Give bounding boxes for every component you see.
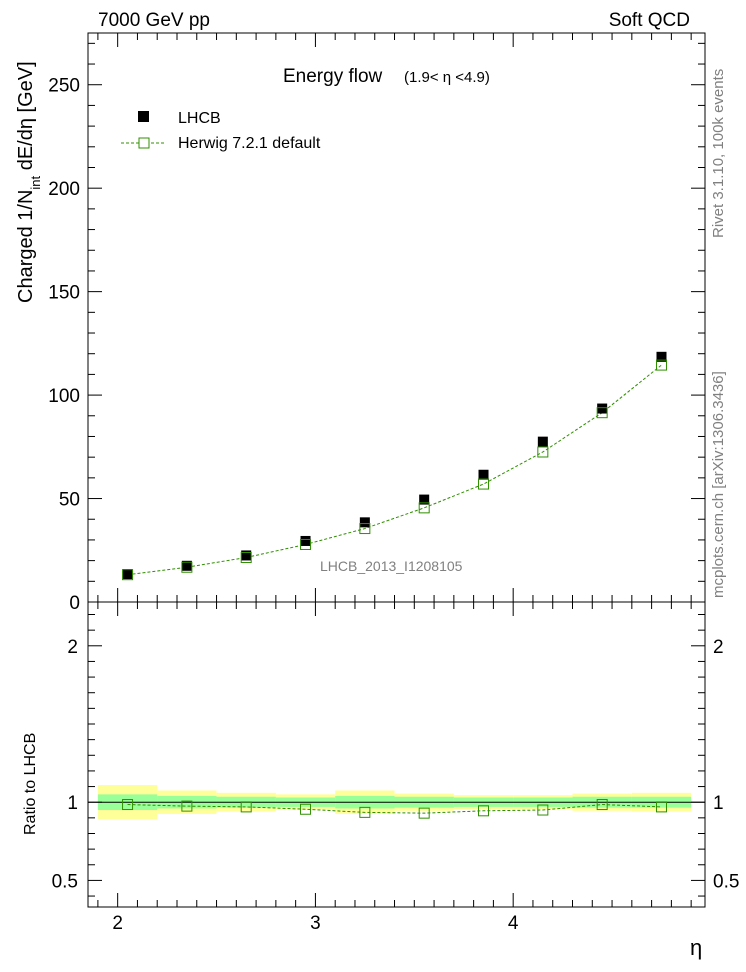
herwig-point bbox=[359, 523, 371, 535]
lhcb-data-point bbox=[122, 569, 133, 580]
y-axis-label-main: Charged 1/N bbox=[15, 190, 37, 303]
ratio-herwig-line bbox=[127, 804, 662, 814]
svg-text:Charged 1/Nint dE/dη [GeV]: Charged 1/Nint dE/dη [GeV] bbox=[15, 61, 43, 303]
ratio-herwig-point bbox=[537, 804, 549, 816]
mcplots-reference-label: mcplots.cern.ch [arXiv:1306.3436] bbox=[710, 371, 727, 598]
x-axis-label: η bbox=[690, 935, 702, 960]
ratio-panel: 0.5 0.5 1 1 2 2 2 3 4 Ratio to LHCB η bbox=[22, 601, 739, 960]
herwig-point bbox=[655, 359, 667, 371]
legend-label-herwig: Herwig 7.2.1 default bbox=[178, 135, 321, 152]
ratio-herwig-point bbox=[596, 799, 608, 811]
ratio-herwig-point bbox=[418, 807, 430, 819]
herwig-point bbox=[596, 407, 608, 419]
legend-label-lhcb: LHCB bbox=[178, 110, 221, 127]
lhcb-data-point bbox=[597, 403, 608, 414]
ratio-y-tick-label: 2 bbox=[67, 637, 78, 658]
ratio-plot-frame bbox=[87, 601, 706, 908]
y-tick-label: 50 bbox=[59, 490, 80, 511]
analysis-label: LHCB_2013_I1208105 bbox=[320, 558, 463, 574]
plot-subtitle: (1.9< η <4.9) bbox=[404, 69, 490, 86]
y-tick-label: 0 bbox=[69, 593, 80, 614]
herwig-point bbox=[181, 561, 193, 573]
x-tick-label: 4 bbox=[508, 913, 519, 934]
legend-marker-herwig bbox=[138, 137, 150, 149]
herwig-line bbox=[127, 364, 662, 576]
ratio-herwig-point bbox=[359, 806, 371, 818]
ratio-herwig-point bbox=[181, 800, 193, 812]
main-panel: 0 50 100 150 200 250 Energy flow (1.9< η <4.9… bbox=[15, 32, 706, 614]
x-tick-label: 3 bbox=[310, 913, 321, 934]
herwig-point bbox=[240, 552, 252, 564]
ratio-herwig-point bbox=[655, 801, 667, 813]
ratio-y-axis-label: Ratio to LHCB bbox=[22, 733, 39, 835]
y-tick-label: 100 bbox=[48, 386, 80, 407]
herwig-point bbox=[537, 446, 549, 458]
ratio-y-tick-label-right: 1 bbox=[713, 793, 724, 814]
ratio-herwig-point bbox=[478, 805, 490, 817]
header-energy-label: 7000 GeV pp bbox=[98, 10, 210, 31]
rivet-version-label: Rivet 3.1.10, 100k events bbox=[710, 69, 727, 238]
lhcb-data-point bbox=[359, 517, 370, 528]
header-process-label: Soft QCD bbox=[609, 10, 690, 31]
lhcb-data-point bbox=[241, 550, 252, 561]
y-tick-label: 200 bbox=[48, 179, 80, 200]
legend-marker-lhcb bbox=[138, 111, 149, 122]
lhcb-data-point bbox=[537, 436, 548, 447]
lhcb-data-point bbox=[478, 469, 489, 480]
ratio-y-tick-label-right: 0.5 bbox=[713, 871, 739, 892]
herwig-point bbox=[122, 569, 134, 581]
lhcb-data-point bbox=[300, 535, 311, 546]
herwig-point bbox=[478, 478, 490, 490]
y-axis-label-sub: int bbox=[28, 175, 43, 189]
y-tick-label: 250 bbox=[48, 76, 80, 97]
lhcb-data-point bbox=[419, 494, 430, 505]
ratio-y-tick-label: 1 bbox=[67, 793, 78, 814]
herwig-point bbox=[300, 538, 312, 550]
herwig-point bbox=[418, 502, 430, 514]
plot-title: Energy flow bbox=[283, 66, 383, 87]
ratio-herwig-point bbox=[240, 801, 252, 813]
ratio-herwig-point bbox=[122, 799, 134, 811]
ratio-herwig-point bbox=[300, 803, 312, 815]
lhcb-data-point bbox=[181, 560, 192, 571]
ratio-y-tick-label-right: 2 bbox=[713, 637, 724, 658]
y-axis-label-tail: dE/dη [GeV] bbox=[15, 61, 37, 176]
ratio-y-tick-label: 0.5 bbox=[52, 871, 78, 892]
legend: LHCB Herwig 7.2.1 default bbox=[121, 110, 321, 152]
y-axis-label: Charged 1/Nint dE/dη [GeV] bbox=[15, 61, 43, 303]
x-tick-label: 2 bbox=[112, 913, 123, 934]
y-tick-label: 150 bbox=[48, 283, 80, 304]
lhcb-data-point bbox=[656, 351, 667, 362]
